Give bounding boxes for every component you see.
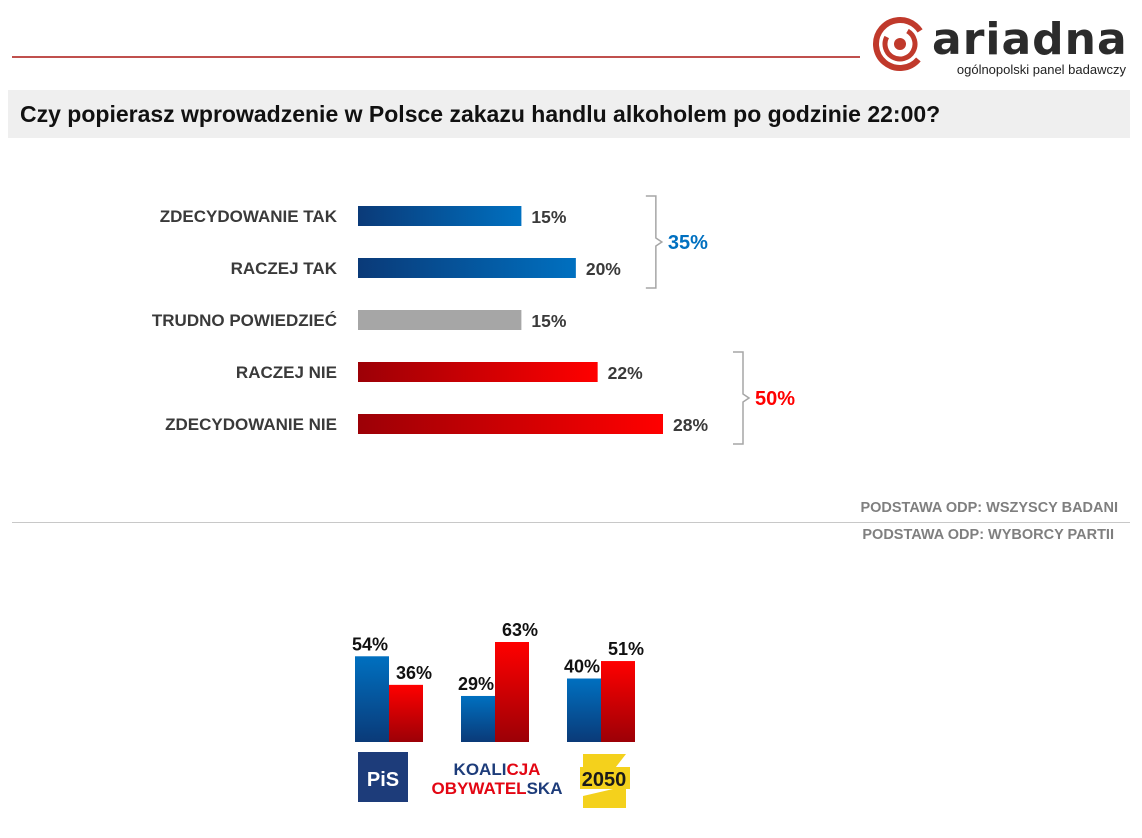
logo-koalicja-obywatelska: KOALICJA OBYWATELSKA [432,760,563,798]
party-bar-value-label: 36% [396,663,432,683]
party-bar-value-label: 29% [458,674,494,694]
note-base-all: PODSTAWA ODP: WSZYSCY BADANI [860,500,1118,516]
ariadna-logo-icon [873,17,927,71]
bar [358,258,576,278]
logo-wordmark: ariadna [932,14,1128,65]
party-bar-value-label: 63% [502,620,538,640]
party-bar-value-label: 51% [608,639,644,659]
category-label: ZDECYDOWANIE NIE [165,415,337,434]
bar-value-label: 28% [673,415,708,435]
main-bar-chart: ZDECYDOWANIE TAK 15% RACZEJ TAK 20% TRUDNO P… [152,195,795,445]
party-bar [567,678,601,742]
bar-value-label: 20% [586,259,621,279]
logo-2050-text: 2050 [582,769,627,791]
party-bar [601,661,635,742]
bar [358,310,522,330]
question-title: Czy popierasz wprowadzenie w Polsce zaka… [20,101,941,127]
bar [358,206,522,226]
header-rule [12,56,860,58]
bar [358,362,598,382]
logo-tagline: ogólnopolski panel badawczy [956,62,1126,77]
note-base-party: PODSTAWA ODP: WYBORCY PARTII [862,527,1114,543]
category-label: RACZEJ NIE [236,363,337,382]
category-label: ZDECYDOWANIE TAK [160,207,338,226]
section-divider [12,522,1130,523]
group-total-label: 35% [668,232,708,254]
logo-pis-text: PiS [367,769,399,791]
question-band: Czy popierasz wprowadzenie w Polsce zaka… [8,90,1130,138]
party-bar [461,695,495,742]
party-bar [355,656,389,742]
ariadna-logo: ariadna ogólnopolski panel badawczy [872,14,1128,80]
bar [358,414,663,434]
group-bracket [645,195,664,289]
party-bar [389,684,423,742]
logo-ko-line2: OBYWATELSKA [432,779,563,798]
group-total-label: 50% [755,388,795,410]
bar-value-label: 22% [608,363,643,383]
logo-pis: PiS [358,752,408,802]
group-bracket [733,351,751,445]
party-bar-value-label: 40% [564,657,600,677]
bar-value-label: 15% [531,207,566,227]
logo-2050: 2050 [580,754,630,808]
category-label: TRUDNO POWIEDZIEĆ [152,311,337,330]
logo-ko-line1: KOALICJA [454,760,541,779]
party-bar-value-label: 54% [352,634,388,654]
bar-value-label: 15% [531,311,566,331]
party-bar [495,642,529,742]
category-label: RACZEJ TAK [231,259,338,278]
party-bar-chart: PiS KOALICJA OBYWATELSKA 2050 54% 36% 29% 6… [352,620,644,808]
